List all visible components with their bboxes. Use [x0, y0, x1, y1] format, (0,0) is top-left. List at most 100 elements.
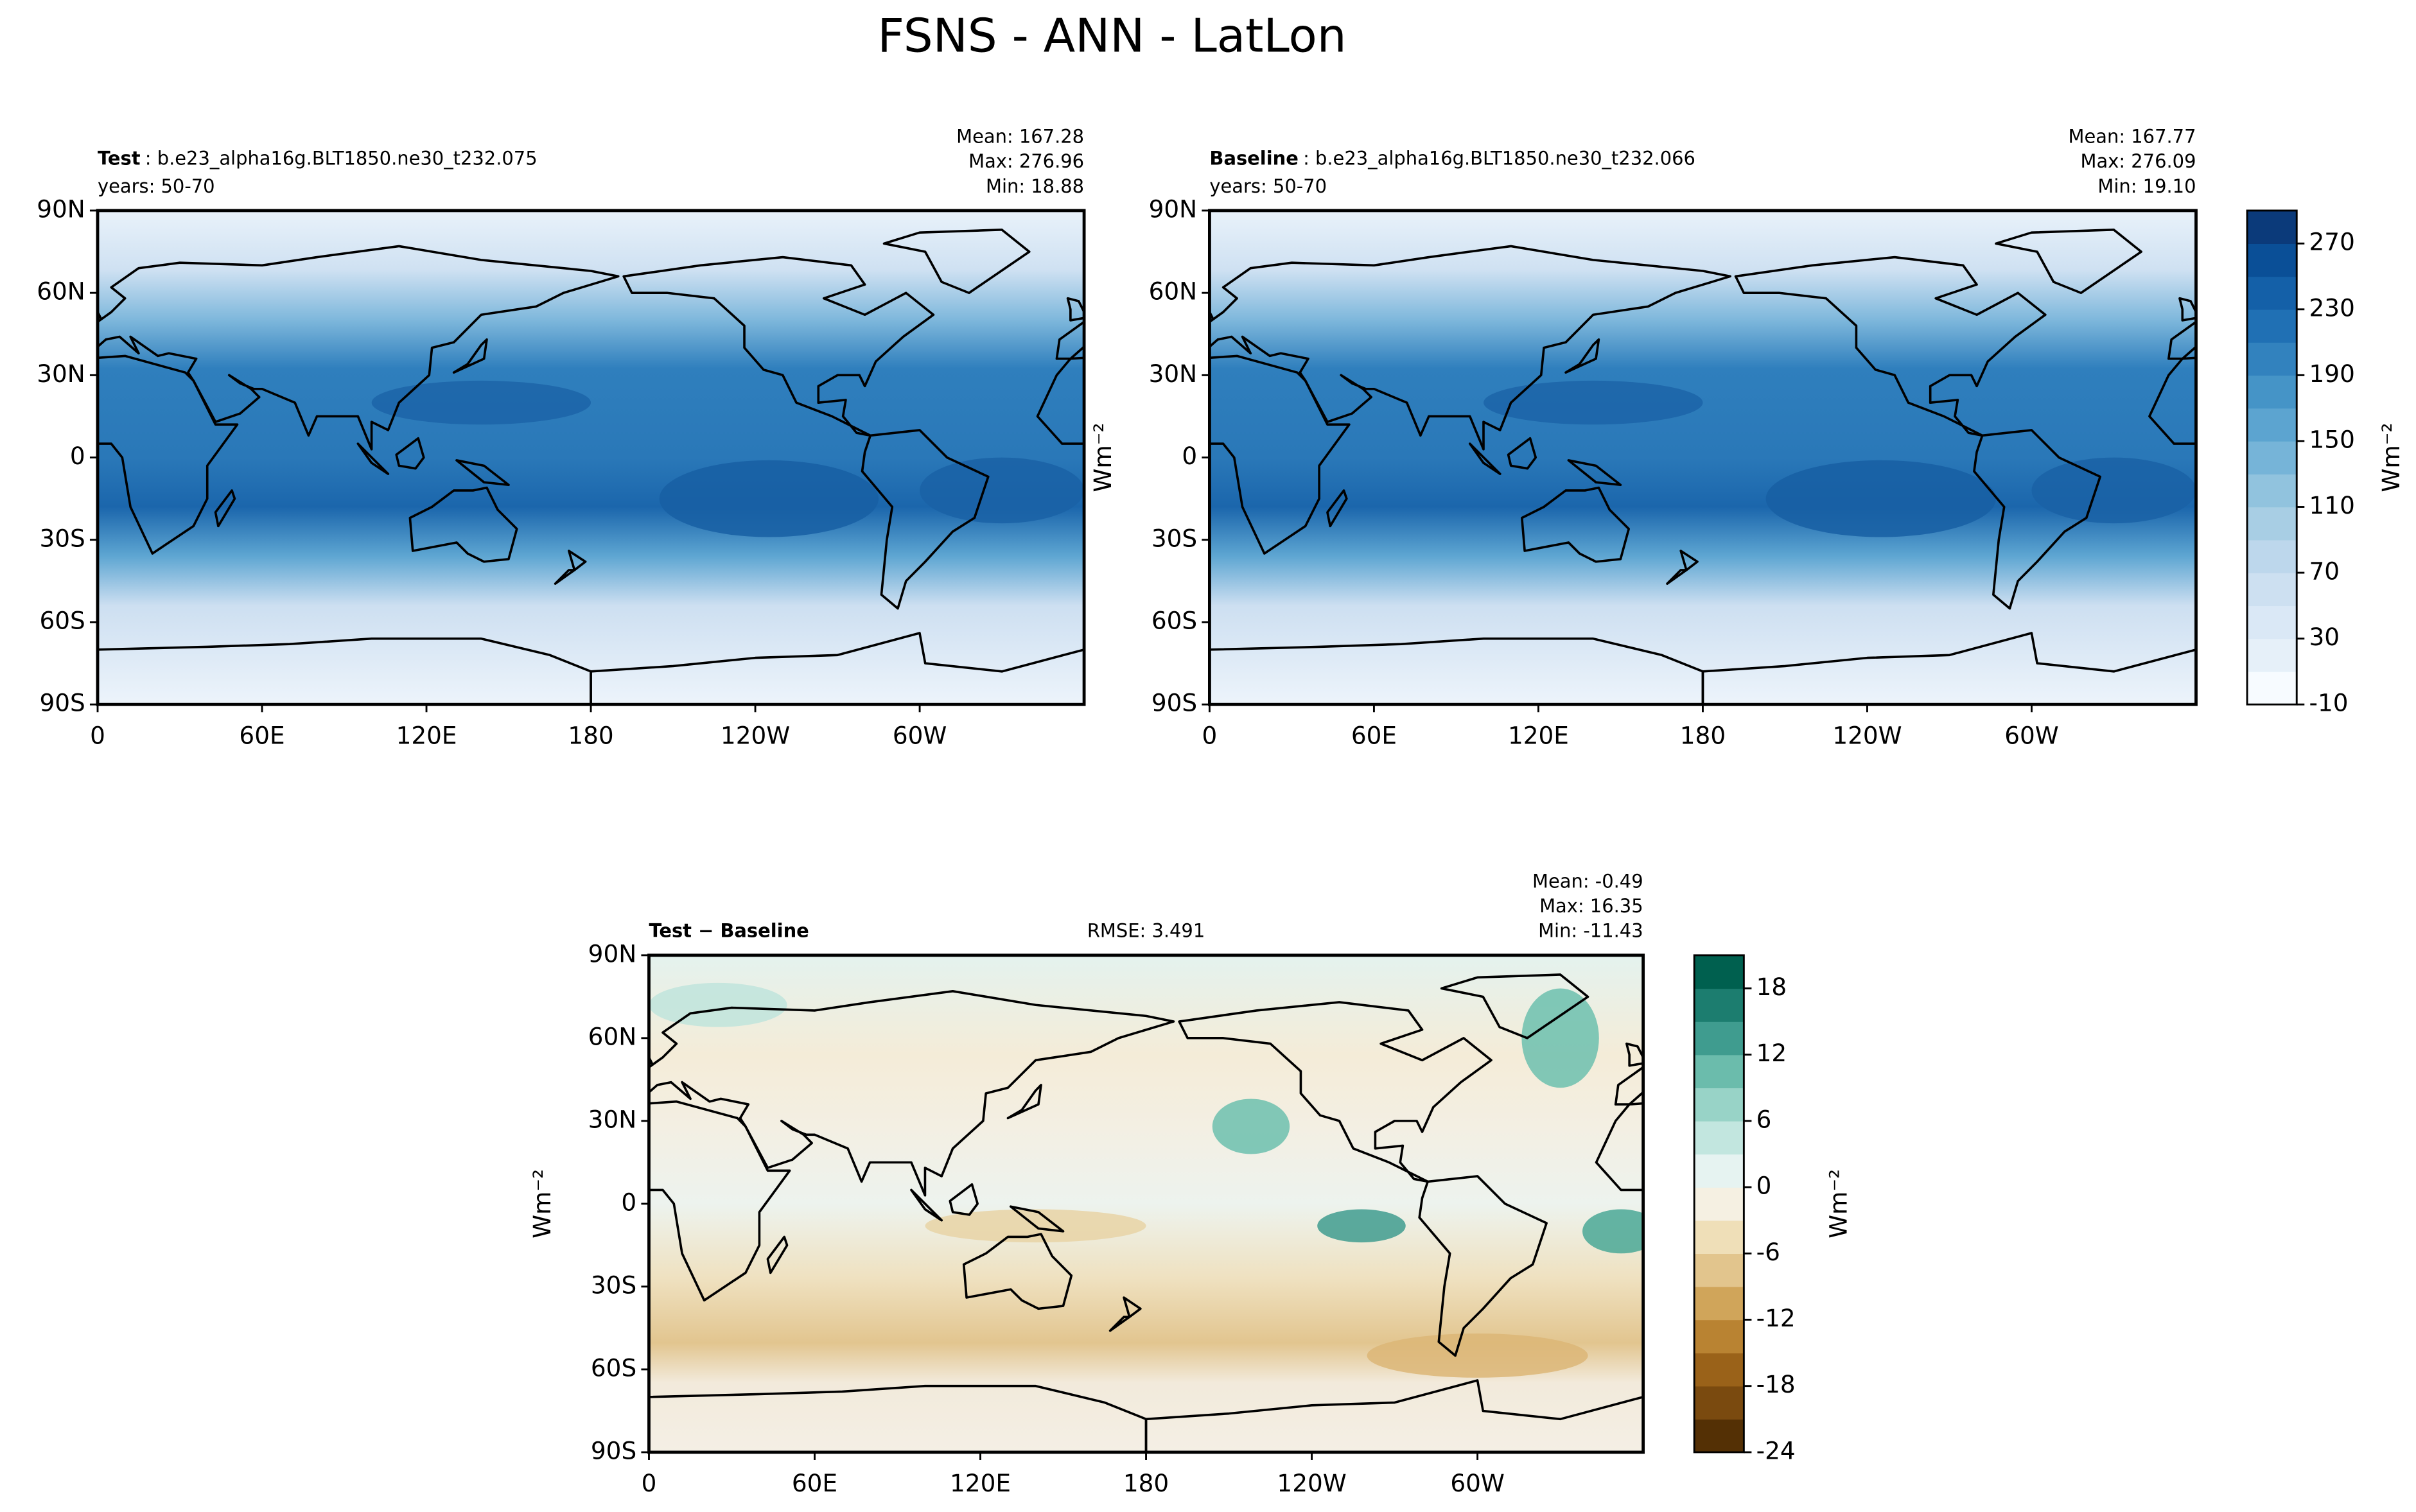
panel-subtitle: years: 50-70 — [1209, 175, 1327, 197]
coastline — [1625, 1042, 1643, 1067]
colorbar-level — [2247, 638, 2297, 672]
y-tick-label: 0 — [621, 1188, 636, 1216]
coastline — [1905, 1190, 1936, 1220]
colorbar-level — [2247, 440, 2297, 474]
panel-label: Baseline: b.e23_alpha16g.BLT1850.ne30_t2… — [1209, 147, 1695, 169]
coastline — [1144, 1379, 1643, 1452]
colorbar-label: Wm⁻² — [1824, 1169, 1852, 1238]
x-tick-label: 60E — [792, 1469, 837, 1497]
y-tick-label: 30S — [591, 1271, 636, 1299]
coastline — [1440, 973, 1589, 1039]
coastline — [1209, 245, 1731, 451]
x-tick-label: 180 — [1123, 1469, 1169, 1497]
coastline — [861, 429, 990, 610]
coastline — [567, 550, 587, 571]
coastline — [1958, 1234, 2066, 1308]
colorbar-level — [2247, 210, 2297, 244]
colorbar-level — [1694, 988, 1744, 1022]
y-tick-label: 0 — [1182, 442, 1197, 470]
colorbar-level — [2247, 539, 2297, 573]
field-feature — [649, 982, 787, 1027]
coastline — [185, 1002, 497, 1181]
colorbar-level — [1694, 1120, 1744, 1155]
x-tick-label: 0 — [642, 1469, 657, 1497]
coastline — [2002, 1085, 2036, 1118]
colorbar-level — [2247, 309, 2297, 343]
colorbar-tick-label: 270 — [2309, 228, 2355, 256]
coastline — [1006, 1084, 1042, 1120]
coastline — [1701, 632, 2196, 705]
x-tick-label: 60W — [2004, 721, 2058, 749]
x-tick-label: 120E — [396, 721, 457, 749]
x-tick-label: 60W — [893, 721, 947, 749]
colorbar-level — [1694, 1187, 1744, 1221]
field — [1209, 210, 2196, 705]
y-tick-label: 60N — [588, 1022, 637, 1050]
coastline — [1507, 437, 1537, 470]
label-bold: Test — [98, 147, 141, 169]
coastline — [98, 245, 620, 451]
figure-title: FSNS - ANN - LatLon — [877, 9, 1346, 63]
map-field — [185, 955, 2135, 1452]
colorbar-tick-label: 190 — [2309, 360, 2355, 388]
coastline — [408, 486, 518, 563]
colorbar-tick-label: 30 — [2309, 623, 2340, 651]
label-bold: Test − Baseline — [649, 920, 809, 942]
coastline — [1567, 459, 1622, 487]
x-tick-label: 0 — [90, 721, 105, 749]
coastline — [1734, 256, 2047, 437]
field-feature — [1317, 1209, 1406, 1243]
coastline — [622, 256, 935, 437]
coastline — [448, 975, 594, 1038]
colorbar-tick-label: -18 — [1756, 1370, 1796, 1398]
colorbar-level — [1694, 1386, 1744, 1420]
coastline — [455, 459, 510, 487]
coastline — [98, 637, 592, 705]
coastline — [1108, 1316, 1131, 1332]
coastline — [1209, 637, 1704, 705]
coastline — [2105, 1317, 2124, 1330]
label-text: : b.e23_alpha16g.BLT1850.ne30_t232.075 — [145, 147, 538, 169]
y-tick-label: 90N — [588, 939, 637, 968]
colorbar-tick-label: -24 — [1756, 1436, 1796, 1464]
x-tick-label: 180 — [568, 721, 613, 749]
coastline — [98, 354, 239, 555]
stat: Max: 276.96 — [968, 150, 1084, 172]
coastline — [910, 1188, 943, 1222]
coastline — [1066, 297, 1085, 322]
colorbar-level — [1694, 1319, 1744, 1353]
colorbar-level — [1694, 1253, 1744, 1287]
colorbar-level — [2247, 671, 2297, 705]
y-tick-label: 30S — [1151, 524, 1197, 552]
coastline — [1418, 1175, 1548, 1357]
colorbar-tick-label: 12 — [1756, 1039, 1787, 1067]
x-tick-label: 120W — [1277, 1469, 1346, 1497]
coastline — [1520, 486, 1630, 563]
stat: Mean: -0.49 — [1532, 871, 1643, 892]
stat: Mean: 167.28 — [956, 126, 1084, 148]
coastline — [882, 229, 1031, 295]
label-text: : b.e23_alpha16g.BLT1850.ne30_t232.066 — [1303, 147, 1695, 169]
field-feature — [1367, 1334, 1588, 1378]
y-tick-label: 60N — [1149, 277, 1198, 306]
x-tick-label: 60E — [239, 721, 284, 749]
coastline — [1468, 442, 1501, 475]
colorbar-level — [2247, 507, 2297, 541]
panel-label: Test: b.e23_alpha16g.BLT1850.ne30_t232.0… — [98, 147, 538, 169]
field — [98, 210, 1085, 705]
coastline — [2118, 1298, 2135, 1317]
colorbar-tick-label: 70 — [2309, 557, 2340, 586]
coastline — [2178, 297, 2196, 322]
coastline — [356, 442, 390, 475]
colorbar-level — [2247, 243, 2297, 277]
coastline — [0, 430, 2, 609]
colorbar-level — [2247, 375, 2297, 409]
y-tick-label: 30N — [1149, 360, 1198, 388]
colorbar-frame — [2246, 209, 2298, 706]
colorbar-level — [1694, 1286, 1744, 1321]
coastline — [214, 489, 236, 528]
coastline — [1666, 569, 1688, 585]
x-tick-label: 180 — [1680, 721, 1726, 749]
y-axis-label: Wm⁻² — [528, 1169, 556, 1238]
